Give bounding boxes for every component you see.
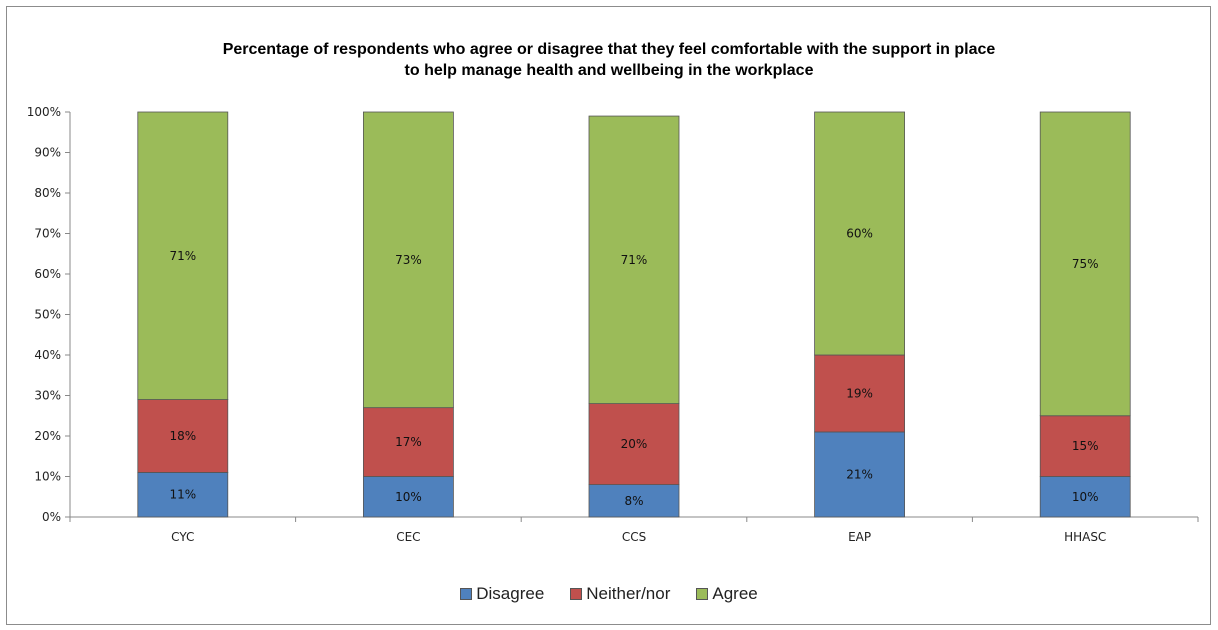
y-tick-label: 80% (34, 186, 61, 200)
legend-item: Agree (696, 584, 758, 604)
data-label: 71% (621, 253, 648, 267)
x-tick-label: EAP (848, 530, 871, 544)
y-tick-label: 40% (34, 348, 61, 362)
data-label: 75% (1072, 257, 1099, 271)
bar-segment (362, 407, 454, 477)
data-label: 19% (846, 386, 873, 400)
data-label: 20% (621, 437, 648, 451)
y-tick-label: 60% (34, 267, 61, 281)
x-tick-label: CYC (171, 530, 194, 544)
bar-segment (588, 403, 680, 486)
legend-label: Agree (712, 584, 758, 603)
y-tick-label: 100% (27, 105, 61, 119)
data-label: 8% (624, 494, 643, 508)
data-label: 18% (169, 429, 196, 443)
chart-title-line-1: Percentage of respondents who agree or d… (222, 41, 996, 58)
bar-segment (814, 111, 905, 356)
y-tick-label: 0% (42, 510, 61, 524)
data-label: 11% (169, 488, 196, 502)
data-label: 21% (846, 467, 873, 481)
bar-segment (362, 111, 454, 409)
legend-label: Neither/nor (586, 584, 671, 603)
bar-segment (588, 484, 680, 518)
legend-swatch (570, 588, 583, 600)
y-tick-label: 70% (34, 227, 61, 241)
bar-segment (814, 354, 905, 433)
y-tick-label: 50% (34, 308, 61, 322)
chart-legend: Disagree Neither/nor Agree (0, 584, 1218, 604)
bar-segment (1039, 415, 1131, 477)
chart-title-line-2: to help manage health and wellbeing in t… (404, 62, 814, 79)
bar-segment (1039, 476, 1131, 518)
legend-item: Neither/nor (570, 584, 670, 604)
legend-swatch (460, 588, 473, 600)
data-label: 17% (395, 435, 422, 449)
legend-label: Disagree (476, 584, 545, 603)
bar-segment (137, 111, 229, 400)
y-tick-label: 30% (34, 389, 61, 403)
y-tick-label: 90% (34, 146, 61, 160)
data-label: 15% (1072, 439, 1099, 453)
bar-segment (137, 399, 229, 473)
bar-segment (362, 476, 454, 518)
data-label: 10% (1072, 490, 1099, 504)
x-tick-label: CEC (396, 530, 420, 544)
data-label: 71% (169, 249, 196, 263)
bar-segment (1039, 111, 1131, 417)
legend-item: Disagree (460, 584, 544, 604)
x-tick-label: HHASC (1064, 530, 1106, 544)
data-label: 60% (846, 227, 873, 241)
y-tick-label: 10% (34, 470, 61, 484)
legend-swatch (696, 588, 709, 600)
bar-segment (588, 115, 680, 404)
bar-segment (814, 431, 905, 518)
x-tick-label: CCS (622, 530, 646, 544)
data-label: 10% (395, 490, 422, 504)
y-tick-label: 20% (34, 429, 61, 443)
data-label: 73% (395, 253, 422, 267)
